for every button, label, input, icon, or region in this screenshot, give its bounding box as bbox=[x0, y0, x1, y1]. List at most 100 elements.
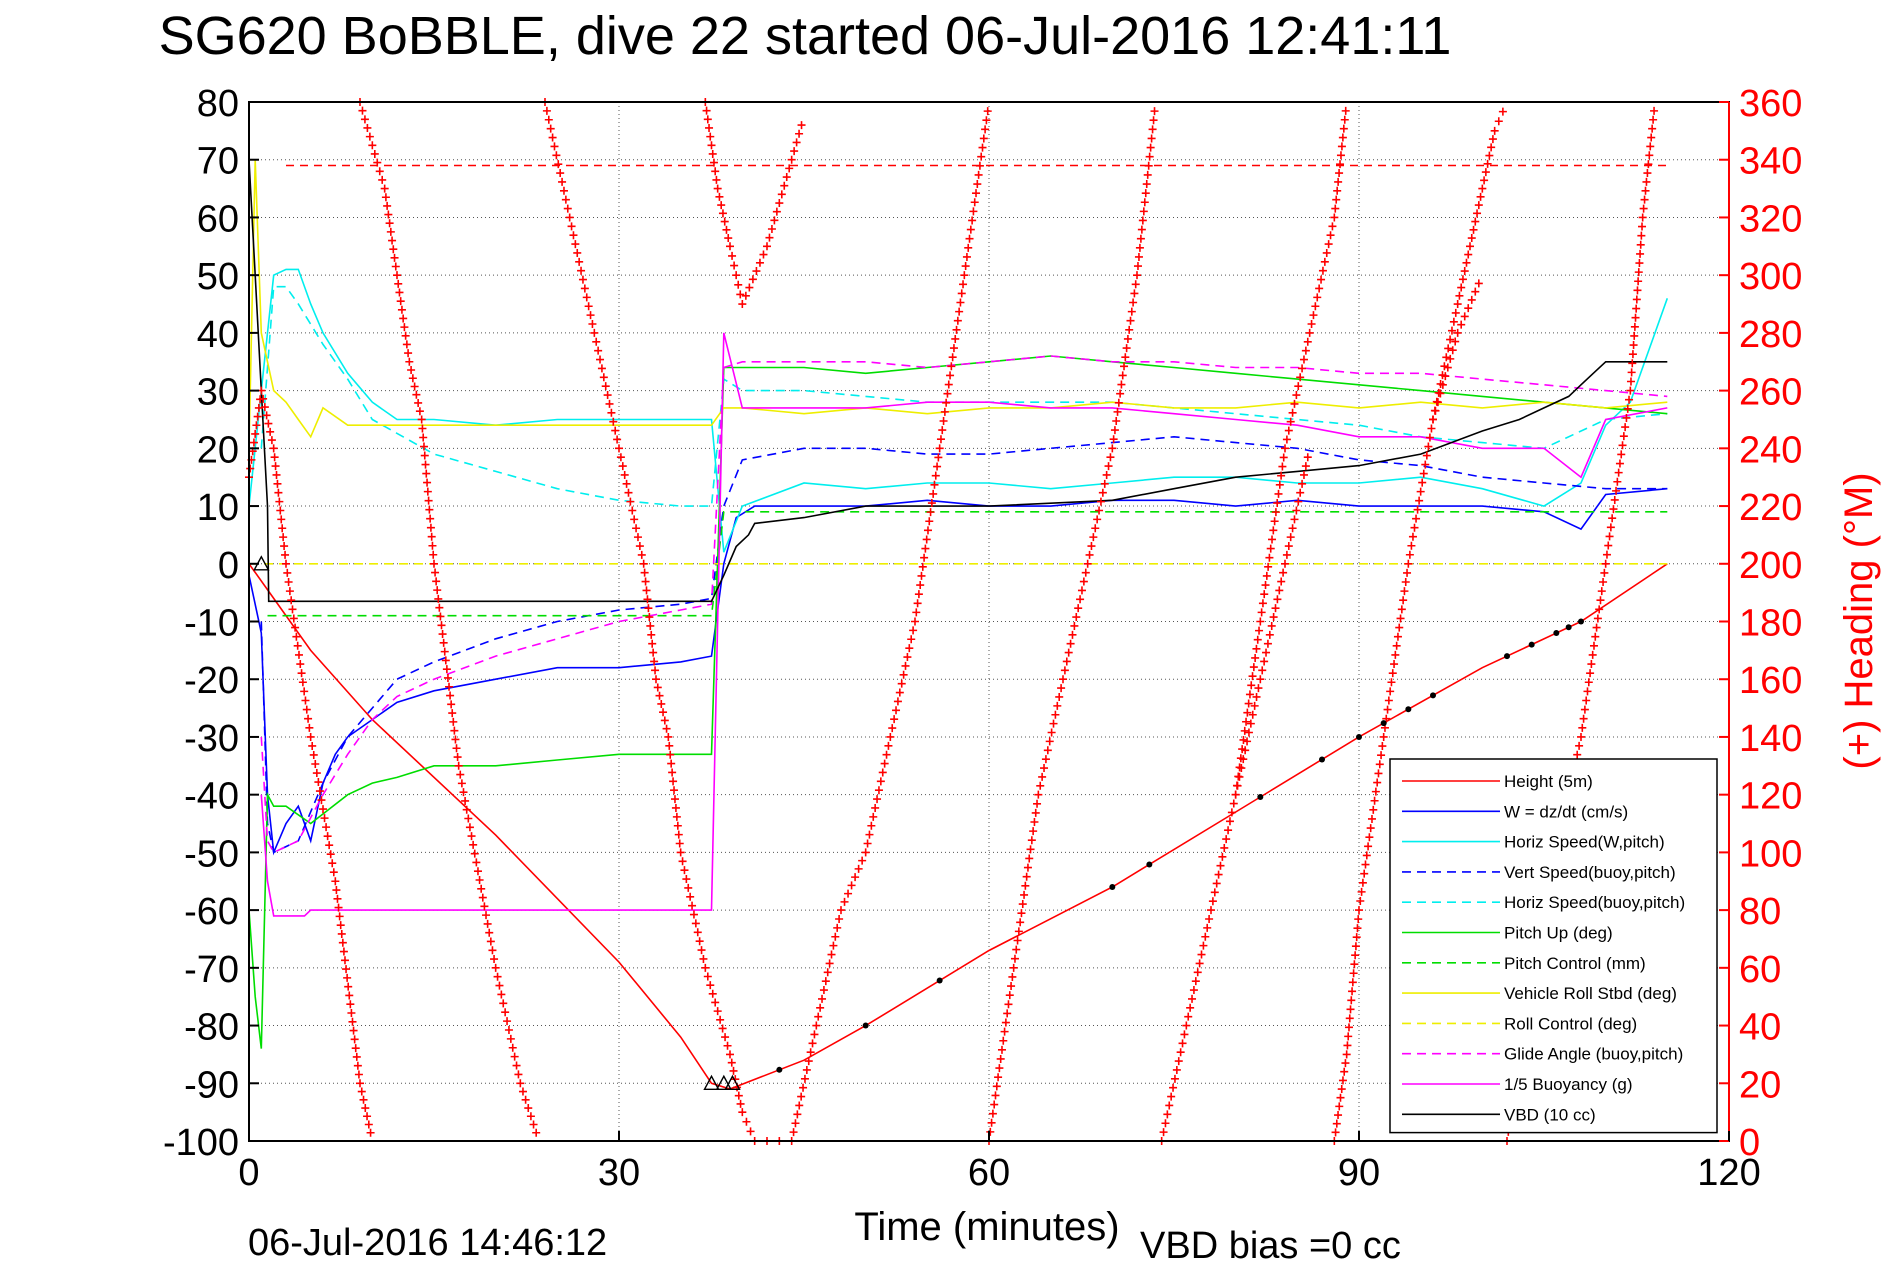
y2-tick-label: 240 bbox=[1739, 429, 1802, 471]
heading-point bbox=[1422, 451, 1431, 460]
heading-point bbox=[260, 403, 269, 412]
heading-point bbox=[1100, 479, 1109, 488]
heading-point bbox=[426, 523, 435, 532]
heading-point bbox=[335, 912, 344, 921]
heading-point bbox=[1600, 568, 1609, 577]
heading-point bbox=[865, 830, 874, 839]
heading-point bbox=[1444, 344, 1453, 353]
heading-point bbox=[607, 408, 616, 417]
heading-point bbox=[1453, 328, 1462, 337]
heading-point bbox=[1191, 977, 1200, 986]
heading-point bbox=[1579, 714, 1588, 723]
heading-point bbox=[395, 288, 404, 297]
heading-point bbox=[1240, 726, 1249, 735]
heading-point bbox=[1460, 267, 1469, 276]
heading-point bbox=[867, 821, 876, 830]
heading-point bbox=[1110, 426, 1119, 435]
heading-point bbox=[1214, 870, 1223, 879]
x-tick-label: 30 bbox=[598, 1152, 640, 1194]
heading-point bbox=[863, 839, 872, 848]
heading-point bbox=[370, 149, 379, 158]
heading-point bbox=[861, 848, 870, 857]
heading-point bbox=[592, 337, 601, 346]
height-marker-dot bbox=[1565, 624, 1572, 631]
heading-point bbox=[524, 1104, 533, 1113]
heading-point bbox=[542, 106, 551, 115]
heading-point bbox=[1474, 201, 1483, 210]
heading-point bbox=[953, 316, 962, 325]
heading-point bbox=[1580, 705, 1589, 714]
heading-point bbox=[1167, 1092, 1176, 1101]
heading-point bbox=[1400, 587, 1409, 596]
heading-point bbox=[1485, 151, 1494, 160]
heading-point bbox=[603, 391, 612, 400]
heading-point bbox=[315, 787, 324, 796]
heading-point bbox=[1340, 115, 1349, 124]
y-tick-label: -90 bbox=[184, 1064, 239, 1106]
heading-point bbox=[314, 778, 323, 787]
heading-point bbox=[645, 613, 654, 622]
heading-point bbox=[332, 886, 341, 895]
heading-point bbox=[1413, 505, 1422, 514]
heading-point bbox=[981, 125, 990, 134]
heading-point bbox=[1336, 160, 1345, 169]
heading-point bbox=[1361, 860, 1370, 869]
heading-point bbox=[1313, 293, 1322, 302]
heading-point bbox=[723, 1041, 732, 1050]
heading-point bbox=[1009, 963, 1018, 972]
legend-label: W = dz/dt (cm/s) bbox=[1504, 802, 1628, 821]
heading-point bbox=[385, 219, 394, 228]
heading-point bbox=[408, 374, 417, 383]
heading-point bbox=[1023, 863, 1032, 872]
heading-point bbox=[1630, 331, 1639, 340]
heading-point bbox=[1021, 881, 1030, 890]
heading-point bbox=[1469, 225, 1478, 234]
heading-point bbox=[991, 1091, 1000, 1100]
heading-point bbox=[1224, 826, 1233, 835]
heading-point bbox=[680, 866, 689, 875]
heading-point bbox=[880, 759, 889, 768]
heading-point bbox=[770, 216, 779, 225]
heading-point bbox=[280, 542, 289, 551]
series-vert-speed-buoy-pitch bbox=[260, 435, 1668, 854]
heading-point bbox=[328, 859, 337, 868]
heading-point bbox=[1266, 544, 1275, 553]
heading-point bbox=[400, 323, 409, 332]
heading-point bbox=[1268, 535, 1277, 544]
heading-point bbox=[363, 123, 372, 132]
height-marker-dot bbox=[936, 977, 943, 984]
heading-point bbox=[1478, 184, 1487, 193]
heading-point bbox=[1448, 346, 1457, 355]
heading-point bbox=[1608, 514, 1617, 523]
heading-point bbox=[1244, 699, 1253, 708]
heading-point bbox=[1159, 1128, 1168, 1137]
heading-point bbox=[854, 864, 863, 873]
heading-point bbox=[584, 302, 593, 311]
heading-point bbox=[632, 524, 641, 533]
heading-point bbox=[363, 1112, 372, 1121]
heading-point bbox=[1137, 225, 1146, 234]
heading-point bbox=[686, 892, 695, 901]
heading-point bbox=[909, 626, 918, 635]
heading-point bbox=[746, 1127, 755, 1136]
heading-point bbox=[558, 177, 567, 186]
heading-point bbox=[1362, 851, 1371, 860]
heading-point bbox=[722, 225, 731, 234]
heading-point bbox=[907, 635, 916, 644]
heading-point bbox=[340, 956, 349, 965]
heading-point bbox=[1498, 107, 1507, 116]
heading-point bbox=[429, 550, 438, 559]
heading-point bbox=[1634, 268, 1643, 277]
heading-point bbox=[294, 650, 303, 659]
heading-point bbox=[1388, 669, 1397, 678]
heading-point bbox=[281, 550, 290, 559]
heading-point bbox=[1405, 550, 1414, 559]
heading-point bbox=[1254, 684, 1263, 693]
heading-point bbox=[1375, 760, 1384, 769]
heading-point bbox=[819, 986, 828, 995]
heading-point bbox=[375, 167, 384, 176]
heading-point bbox=[975, 161, 984, 170]
heading-point bbox=[1331, 204, 1340, 213]
heading-point bbox=[601, 382, 610, 391]
heading-point bbox=[274, 488, 283, 497]
